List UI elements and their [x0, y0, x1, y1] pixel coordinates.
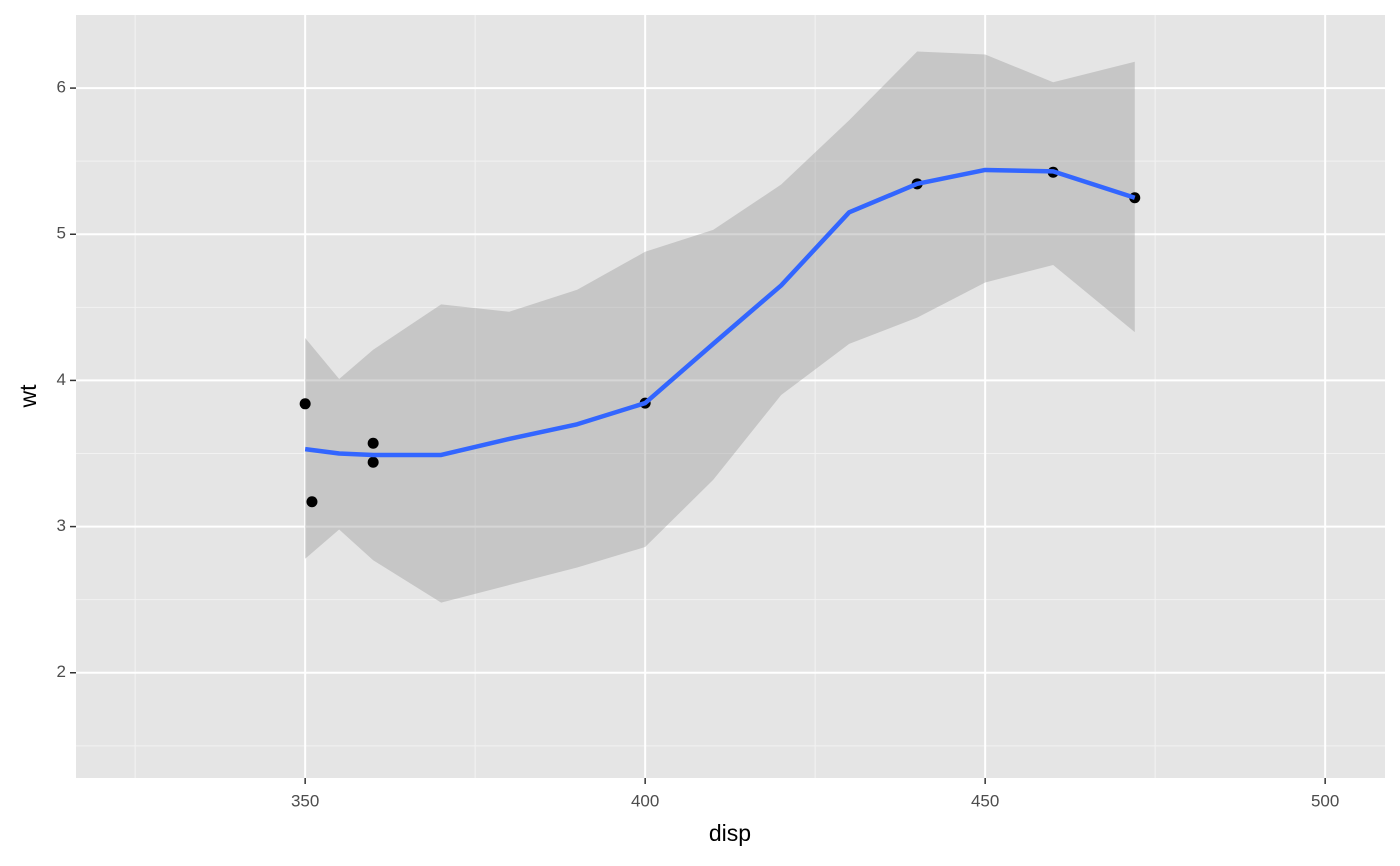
y-tick-label: 3 — [57, 516, 66, 535]
confidence-band — [305, 51, 1135, 603]
panel — [76, 15, 1385, 778]
point — [367, 456, 379, 468]
smooth-line — [304, 167, 1136, 458]
x-tick-label: 500 — [1311, 791, 1339, 810]
x-tick-label: 400 — [631, 791, 659, 810]
y-tick-label: 4 — [57, 370, 66, 389]
y-axis-title: wt — [15, 384, 41, 409]
y-tick-label: 2 — [57, 662, 66, 681]
x-axis-title: disp — [709, 820, 751, 846]
x-tick-label: 450 — [971, 791, 999, 810]
y-tick-label: 5 — [57, 224, 66, 243]
point — [299, 398, 311, 410]
point — [306, 496, 318, 508]
y-tick-label: 6 — [57, 78, 66, 97]
point — [367, 437, 379, 449]
x-tick-label: 350 — [291, 791, 319, 810]
